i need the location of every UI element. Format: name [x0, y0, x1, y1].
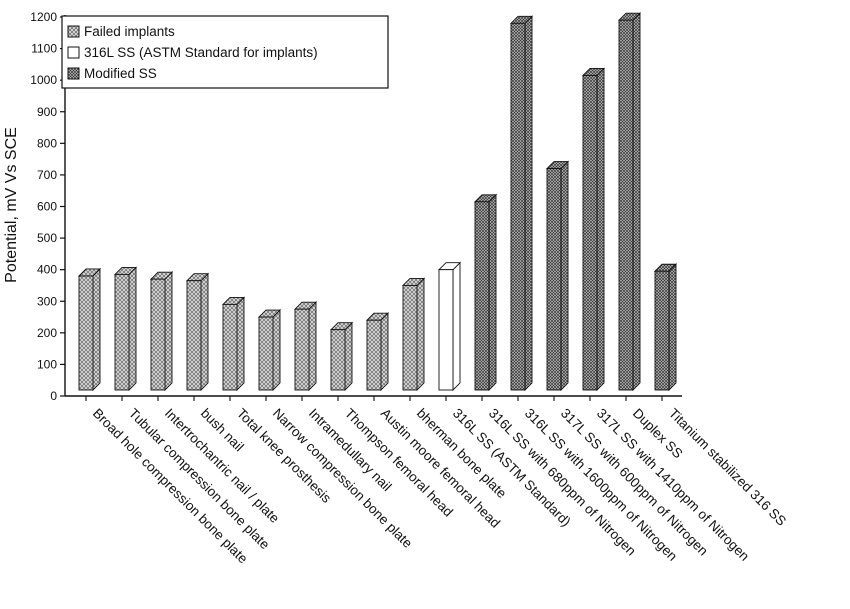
bar-front: [330, 329, 346, 391]
bar-front: [294, 308, 310, 391]
bar: [581, 67, 606, 392]
bar-side: [560, 160, 569, 392]
bar-side: [596, 67, 605, 392]
y-tick-label: 1100: [31, 42, 57, 56]
y-tick-label: 200: [37, 326, 57, 340]
legend: Failed implants 316L SS (ASTM Standard fo…: [61, 15, 389, 89]
bar-front: [510, 22, 526, 391]
bar-side: [452, 261, 461, 392]
bar: [329, 321, 354, 392]
bar-side: [200, 272, 209, 392]
legend-swatch: [67, 46, 80, 59]
y-tick-label: 900: [37, 105, 57, 119]
legend-label: 316L SS (ASTM Standard for implants): [84, 45, 318, 60]
y-tick-label: 1200: [30, 10, 57, 24]
bar-side: [92, 267, 101, 392]
bar-side: [488, 193, 497, 392]
bar-front: [438, 269, 454, 391]
y-tick-label: 1000: [30, 73, 57, 87]
bar: [545, 160, 570, 392]
bar: [77, 267, 102, 392]
bar: [149, 271, 174, 392]
legend-swatch: [67, 67, 80, 80]
bar-front: [258, 316, 274, 391]
bar: [509, 15, 534, 392]
bar-front: [474, 201, 490, 391]
bar-side: [344, 321, 353, 392]
bar: [293, 301, 318, 392]
bar-front: [222, 303, 238, 391]
bar: [473, 193, 498, 392]
bar-front: [546, 168, 562, 391]
y-tick-label: 600: [37, 200, 57, 214]
bar-side: [308, 301, 317, 392]
bar-front: [618, 19, 634, 391]
bar: [617, 12, 642, 392]
bar: [653, 263, 678, 392]
y-tick-label: 400: [37, 263, 57, 277]
bar-side: [632, 12, 641, 392]
y-tick-label: 700: [37, 168, 57, 182]
bar-front: [654, 270, 670, 391]
bars: [77, 12, 678, 392]
bar-side: [380, 312, 389, 392]
bar-side: [128, 266, 137, 392]
legend-label: Failed implants: [84, 24, 175, 39]
bar: [401, 277, 426, 392]
bar-side: [668, 263, 677, 392]
bar: [185, 272, 210, 392]
bar-side: [524, 15, 533, 392]
x-tick-label: Titanium stabilized 316 SS: [666, 406, 789, 529]
bar-front: [114, 273, 130, 391]
bar-front: [78, 275, 94, 391]
bar-front: [582, 74, 598, 391]
bar: [221, 296, 246, 392]
legend-label: Modified SS: [84, 66, 157, 81]
y-tick-label: 300: [37, 294, 57, 308]
bar: [437, 261, 462, 392]
legend-box: [61, 15, 389, 89]
bar-front: [402, 285, 418, 391]
bar-side: [164, 271, 173, 392]
bar-side: [416, 277, 425, 392]
legend-swatch: [67, 25, 80, 38]
bar: [365, 312, 390, 392]
bar-side: [236, 296, 245, 392]
bar-front: [366, 319, 382, 391]
bar: [257, 308, 282, 392]
y-tick-label: 800: [37, 136, 57, 150]
y-axis-label: Potential, mV Vs SCE: [3, 127, 20, 283]
y-tick-label: 500: [37, 231, 57, 245]
y-tick-label: 100: [37, 357, 57, 371]
bar-side: [272, 308, 281, 392]
y-tick-label: 0: [50, 389, 57, 403]
bar-front: [186, 280, 202, 391]
bar-front: [150, 278, 166, 391]
bar: [113, 266, 138, 392]
